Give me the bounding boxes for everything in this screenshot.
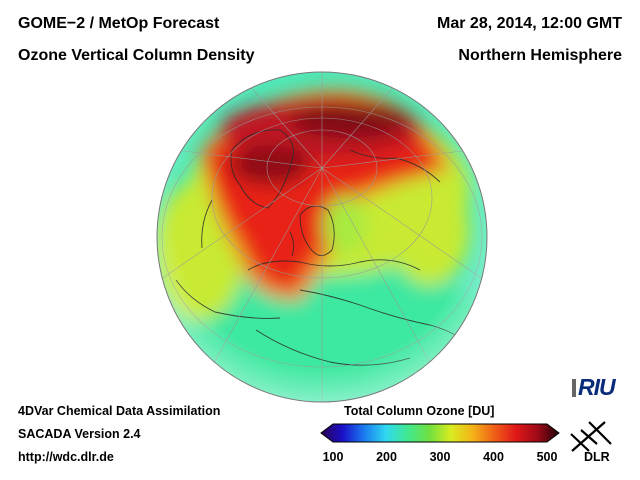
- colorbar-tick-label: 300: [429, 450, 451, 464]
- dlr-logo-text: DLR: [584, 450, 610, 464]
- colorbar-tick-label: 200: [376, 450, 397, 464]
- product-title: GOME−2 / MetOp Forecast: [18, 15, 220, 32]
- quantity-title: Ozone Vertical Column Density: [18, 47, 255, 64]
- colorbar-tick-label: 400: [483, 450, 504, 464]
- colorbar-tick-label: 500: [536, 450, 558, 464]
- colorbar-tick-label: 100: [322, 450, 344, 464]
- riu-logo: RIU: [572, 374, 616, 401]
- url-text: http://wdc.dlr.de: [18, 450, 114, 464]
- method-text: 4DVar Chemical Data Assimilation: [18, 404, 221, 418]
- riu-logo-text: RIU: [578, 374, 616, 400]
- globe-rim: [156, 71, 488, 403]
- colorbar-title: Total Column Ozone [DU]: [344, 404, 495, 418]
- colorbar-ramp: [320, 423, 560, 443]
- dlr-logo-icon: [570, 421, 612, 452]
- riu-tower-icon: [572, 379, 576, 397]
- version-text: SACADA Version 2.4: [18, 427, 141, 441]
- colorbar: [320, 423, 560, 443]
- region-title: Northern Hemisphere: [458, 47, 622, 64]
- date-time: Mar 28, 2014, 12:00 GMT: [437, 15, 622, 32]
